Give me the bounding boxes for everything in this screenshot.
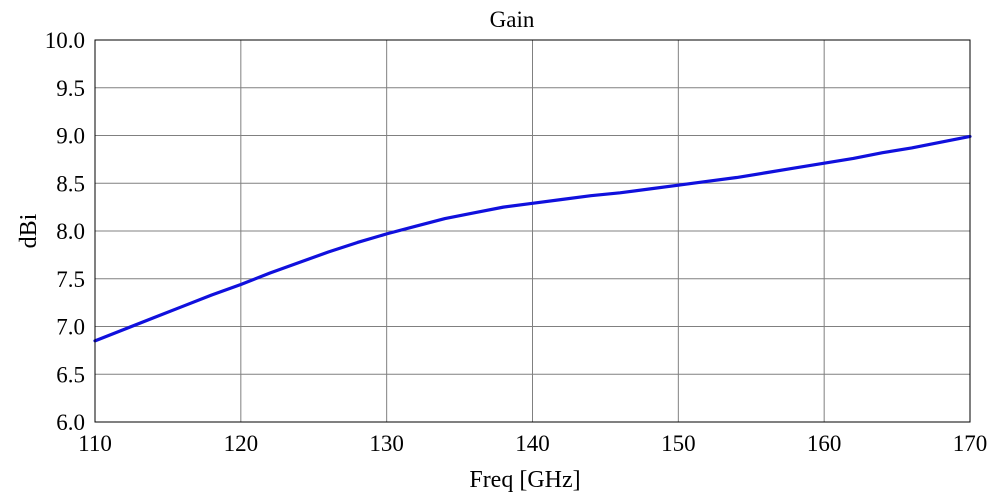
x-tick-label: 150: [661, 431, 696, 456]
y-tick-label: 7.0: [56, 315, 85, 340]
x-tick-label: 120: [224, 431, 259, 456]
plot-border: [94, 39, 971, 423]
gain-series-line: [93, 134, 972, 343]
y-tick-label: 10.0: [45, 28, 85, 53]
y-tick-label: 9.0: [56, 124, 85, 149]
x-tick-label: 110: [78, 431, 112, 456]
x-tick-labels: 110 120 130 140 150 160 170: [78, 431, 987, 456]
grid: [95, 40, 970, 422]
x-tick-label: 170: [953, 431, 988, 456]
x-tick-label: 130: [369, 431, 404, 456]
y-tick-label: 7.5: [56, 267, 85, 292]
x-tick-label: 160: [807, 431, 842, 456]
y-tick-label: 9.5: [56, 76, 85, 101]
y-tick-label: 6.0: [56, 410, 85, 435]
chart-title: Gain: [490, 7, 535, 32]
y-axis-label: dBi: [16, 213, 42, 248]
y-tick-label: 6.5: [56, 362, 85, 387]
y-tick-label: 8.5: [56, 171, 85, 196]
y-tick-label: 8.0: [56, 219, 85, 244]
series-layer: [93, 134, 972, 343]
x-axis-label: Freq [GHz]: [469, 467, 580, 493]
x-tick-label: 140: [515, 431, 550, 456]
y-tick-labels: 6.0 6.5 7.0 7.5 8.0 8.5 9.0 9.5 10.0: [45, 28, 85, 435]
